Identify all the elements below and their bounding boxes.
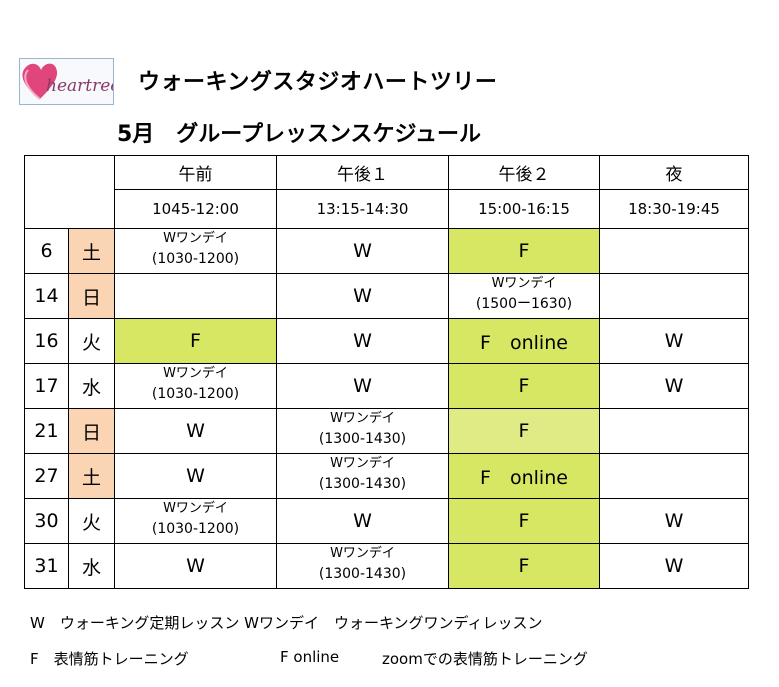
lesson-cell: Wワンデイ (1030-1200) [114,498,277,544]
lesson-time: (1300-1430) [318,431,407,447]
lesson-name: Wワンデイ [163,231,228,246]
time-header-row: 1045-12:00 13:15-14:30 15:00-16:15 18:30… [25,189,749,229]
schedule-row: 14 日 W Wワンデイ (1500ー1630) [24,273,749,319]
weekday-cell: 火 [68,498,115,544]
legend-line-2: F 表情筋トレーニング F online zoomでの表情筋トレーニング [30,648,770,669]
legend-zoom: zoomでの表情筋トレーニング [382,650,588,668]
lesson-cell: W [276,363,449,409]
lesson-cell: W [599,498,749,544]
header-blank-cell [24,155,115,229]
lesson-cell: Wワンデイ (1500ー1630) [448,273,600,319]
lesson-name: Wワンデイ [330,411,395,426]
date-cell: 30 [24,498,69,544]
date-cell: 21 [24,408,69,454]
time-afternoon-2: 15:00-16:15 [448,189,600,229]
weekday-cell: 土 [68,228,115,274]
lesson-cell: F [448,363,600,409]
lesson-cell [599,453,749,499]
schedule-row: 31 水 W Wワンデイ (1300-1430) F W [24,543,749,589]
lesson-cell: Wワンデイ (1300-1430) [276,408,449,454]
heartree-logo: heartree [19,58,114,105]
lesson-cell [114,273,277,319]
lesson-cell: W [276,228,449,274]
date-cell: 14 [24,273,69,319]
schedule-row: 30 火 Wワンデイ (1030-1200) W F W [24,498,749,544]
lesson-time: (1030-1200) [151,251,240,267]
lesson-time: (1500ー1630) [475,296,573,312]
lesson-cell: W [276,273,449,319]
lesson-cell: F [448,228,600,274]
lesson-time: (1300-1430) [318,476,407,492]
logo-wordmark: heartree [46,76,113,96]
lesson-cell: F [448,543,600,589]
lesson-time: (1300-1430) [318,566,407,582]
lesson-cell: Wワンデイ (1030-1200) [114,228,277,274]
lesson-name: Wワンデイ [163,366,228,381]
lesson-cell: F online [448,453,600,499]
schedule-row: 17 水 Wワンデイ (1030-1200) W F W [24,363,749,409]
lesson-name: Wワンデイ [163,501,228,516]
lesson-cell: F [448,408,600,454]
weekday-cell: 土 [68,453,115,499]
lesson-name: Wワンデイ [330,546,395,561]
lesson-cell: W [276,318,449,364]
lesson-cell: Wワンデイ (1300-1430) [276,543,449,589]
date-cell: 6 [24,228,69,274]
lesson-name: Wワンデイ [491,276,557,291]
schedule-row: 27 土 W Wワンデイ (1300-1430) F online [24,453,749,499]
lesson-time: (1030-1200) [151,521,240,537]
lesson-time: (1030-1200) [151,386,240,402]
weekday-cell: 火 [68,318,115,364]
heart-icon: heartree [22,63,113,100]
schedule-title: 5月 グループレッスンスケジュール [117,122,482,147]
period-night: 夜 [599,155,749,190]
legend-f-online: F online [280,648,340,666]
lesson-cell: W [276,498,449,544]
schedule-row: 16 火 F W F online W [24,318,749,364]
lesson-cell: W [599,543,749,589]
legend-line-1: W ウォーキング定期レッスン Wワンデイ ウォーキングワンディレッスン [30,614,543,632]
weekday-cell: 水 [68,543,115,589]
lesson-cell [599,228,749,274]
weekday-cell: 日 [68,273,115,319]
lesson-cell: W [599,318,749,364]
lesson-cell: Wワンデイ (1030-1200) [114,363,277,409]
time-night: 18:30-19:45 [599,189,749,229]
lesson-cell [599,408,749,454]
time-afternoon-1: 13:15-14:30 [276,189,449,229]
lesson-cell: F [114,318,277,364]
lesson-cell: F [448,498,600,544]
date-cell: 16 [24,318,69,364]
date-cell: 27 [24,453,69,499]
period-morning: 午前 [114,155,277,190]
studio-title: ウォーキングスタジオハートツリー [138,70,498,95]
schedule-table: 午前 午後１ 午後２ 夜 1045-12:00 13:15-14:30 15:0… [24,155,749,589]
lesson-cell: Wワンデイ (1300-1430) [276,453,449,499]
weekday-cell: 日 [68,408,115,454]
weekday-cell: 水 [68,363,115,409]
date-cell: 17 [24,363,69,409]
lesson-cell: W [114,543,277,589]
lesson-cell: F online [448,318,600,364]
lesson-cell [599,273,749,319]
date-cell: 31 [24,543,69,589]
lesson-cell: W [114,408,277,454]
period-afternoon-1: 午後１ [276,155,449,190]
schedule-row: 6 土 Wワンデイ (1030-1200) W F [24,228,749,274]
period-header-row: 午前 午後１ 午後２ 夜 [24,155,749,229]
lesson-name: Wワンデイ [330,456,395,471]
lesson-cell: W [114,453,277,499]
legend-f: F 表情筋トレーニング [30,650,189,668]
time-morning: 1045-12:00 [114,189,277,229]
lesson-cell: W [599,363,749,409]
schedule-row: 21 日 W Wワンデイ (1300-1430) F [24,408,749,454]
period-afternoon-2: 午後２ [448,155,600,190]
